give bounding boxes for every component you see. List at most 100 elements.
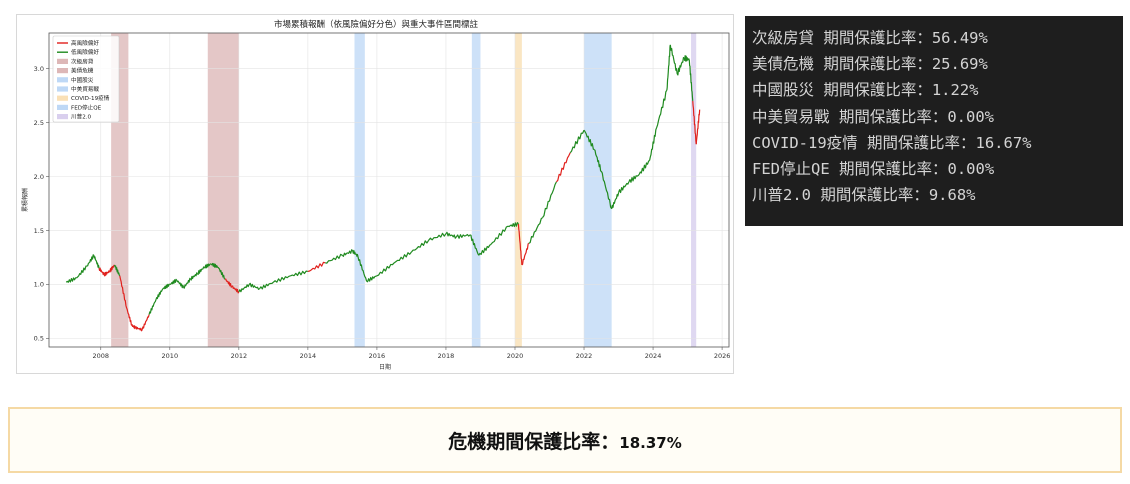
x-tick-label: 2014 — [300, 352, 317, 360]
line-segment — [490, 225, 509, 245]
event-bands — [111, 33, 697, 347]
line-segment — [162, 283, 170, 290]
line-segment — [583, 129, 595, 151]
plot-frame — [48, 32, 730, 348]
legend-swatch — [57, 86, 68, 92]
stat-line: 美債危機 期間保護比率：25.69% — [752, 55, 988, 74]
legend-swatch — [57, 68, 68, 74]
x-tick-label: 2016 — [369, 352, 386, 360]
x-tick-label: 2010 — [162, 352, 179, 360]
y-axis-label: 累積報酬 — [21, 188, 29, 212]
line-segment — [569, 129, 585, 154]
legend-swatch — [57, 104, 68, 110]
chart-svg: 2008 2010 2012 2014 2016 2018 2020 2022 2024 2026… — [21, 19, 731, 371]
grid — [49, 33, 729, 347]
line-segment — [290, 270, 308, 277]
legend-label: 低風險偏好 — [71, 48, 99, 56]
line-segment — [469, 234, 480, 256]
legend-label: 川普2.0 — [71, 113, 92, 121]
legend-label: 美債危機 — [71, 67, 94, 75]
line-segment — [93, 255, 100, 269]
line-segment — [86, 254, 95, 267]
chart-title: 市場累積報酬（依風險偏好分色）與重大事件區間標註 — [274, 19, 479, 30]
line-segment — [134, 325, 143, 332]
x-tick-label: 2026 — [714, 352, 731, 360]
line-segment — [259, 281, 274, 290]
stat-line: COVID-19疫情 期間保護比率：16.67% — [752, 133, 1032, 152]
y-tick-label: 1.5 — [34, 227, 44, 235]
y-tick-label: 0.5 — [34, 335, 44, 343]
x-tick-label: 2022 — [576, 352, 593, 360]
line-segment — [683, 55, 690, 62]
line-segment — [114, 264, 121, 277]
legend-label: COVID-19疫情 — [71, 94, 110, 102]
line-segment — [341, 249, 354, 257]
line-segment — [366, 275, 378, 283]
line-segment — [676, 56, 685, 76]
line-segment — [103, 270, 110, 277]
line-segment — [76, 265, 87, 279]
line-segment — [695, 109, 701, 145]
line-segment — [131, 324, 136, 330]
stat-line: 中國股災 期間保護比率：1.22% — [752, 81, 979, 100]
line-segment — [528, 217, 543, 244]
axes: 2008 2010 2012 2014 2016 2018 2020 2022 2024 2026… — [34, 32, 731, 360]
legend-swatch — [57, 114, 68, 120]
line-segment — [669, 44, 678, 75]
x-tick-label: 2012 — [231, 352, 248, 360]
line-segment — [628, 173, 640, 183]
x-tick-label: 2024 — [645, 352, 662, 360]
legend-swatch — [57, 58, 68, 64]
event-band — [514, 33, 522, 347]
line-segment — [141, 314, 150, 330]
line-segment — [455, 233, 471, 239]
line-segment — [108, 264, 115, 273]
line-segment — [478, 243, 492, 256]
event-band — [354, 33, 365, 347]
stat-line: 川普2.0 期間保護比率：9.68% — [752, 186, 976, 205]
line-segment — [176, 279, 185, 289]
line-segment — [393, 251, 412, 264]
line-segment — [357, 256, 368, 282]
y-tick-label: 1.0 — [34, 281, 44, 289]
line-segment — [649, 127, 658, 161]
line-segment — [517, 223, 523, 266]
line-segment — [183, 277, 191, 289]
y-tick-label: 2.5 — [34, 119, 44, 127]
line-segment — [352, 249, 359, 257]
line-segment — [410, 239, 430, 253]
line-segment — [638, 159, 651, 175]
y-tick-label: 2.0 — [34, 173, 44, 181]
summary-value: 18.37% — [619, 433, 682, 452]
line-segment — [611, 192, 620, 209]
x-axis-label: 日期 — [379, 363, 391, 371]
legend-label: 次級房貸 — [71, 57, 94, 65]
line-segment — [307, 261, 326, 273]
line-segment — [98, 267, 105, 276]
legend: 高風險偏好低風險偏好次級房貸美債危機中國股災中美貿易戰COVID-19疫情FED… — [52, 35, 120, 123]
line-segment — [190, 272, 198, 281]
x-tick-label: 2018 — [438, 352, 455, 360]
line-segment — [521, 242, 530, 266]
stat-line: FED停止QE 期間保護比率：0.00% — [752, 160, 995, 179]
line-segment — [666, 44, 671, 91]
line-segment — [600, 170, 613, 210]
line-segment — [169, 278, 178, 286]
event-band — [691, 33, 697, 347]
y-tick-label: 3.0 — [34, 65, 44, 73]
line-segment — [238, 284, 250, 293]
line-segment — [210, 262, 219, 269]
event-band — [471, 33, 481, 347]
line-segment — [325, 253, 343, 264]
line-segment — [688, 59, 694, 102]
x-tick-label: 2008 — [93, 352, 110, 360]
line-segment — [248, 282, 260, 290]
line-segment — [224, 278, 233, 288]
line-segment — [655, 89, 668, 129]
stat-line: 次級房貸 期間保護比率：56.49% — [752, 29, 988, 47]
line-segment — [428, 232, 447, 241]
event-band — [584, 33, 612, 347]
line-segment — [119, 275, 128, 309]
event-stats-panel: 次級房貸 期間保護比率：56.49% 美債危機 期間保護比率：25.69% 中國… — [745, 16, 1123, 226]
summary-box: 危機期間保護比率：18.37% — [8, 407, 1122, 473]
